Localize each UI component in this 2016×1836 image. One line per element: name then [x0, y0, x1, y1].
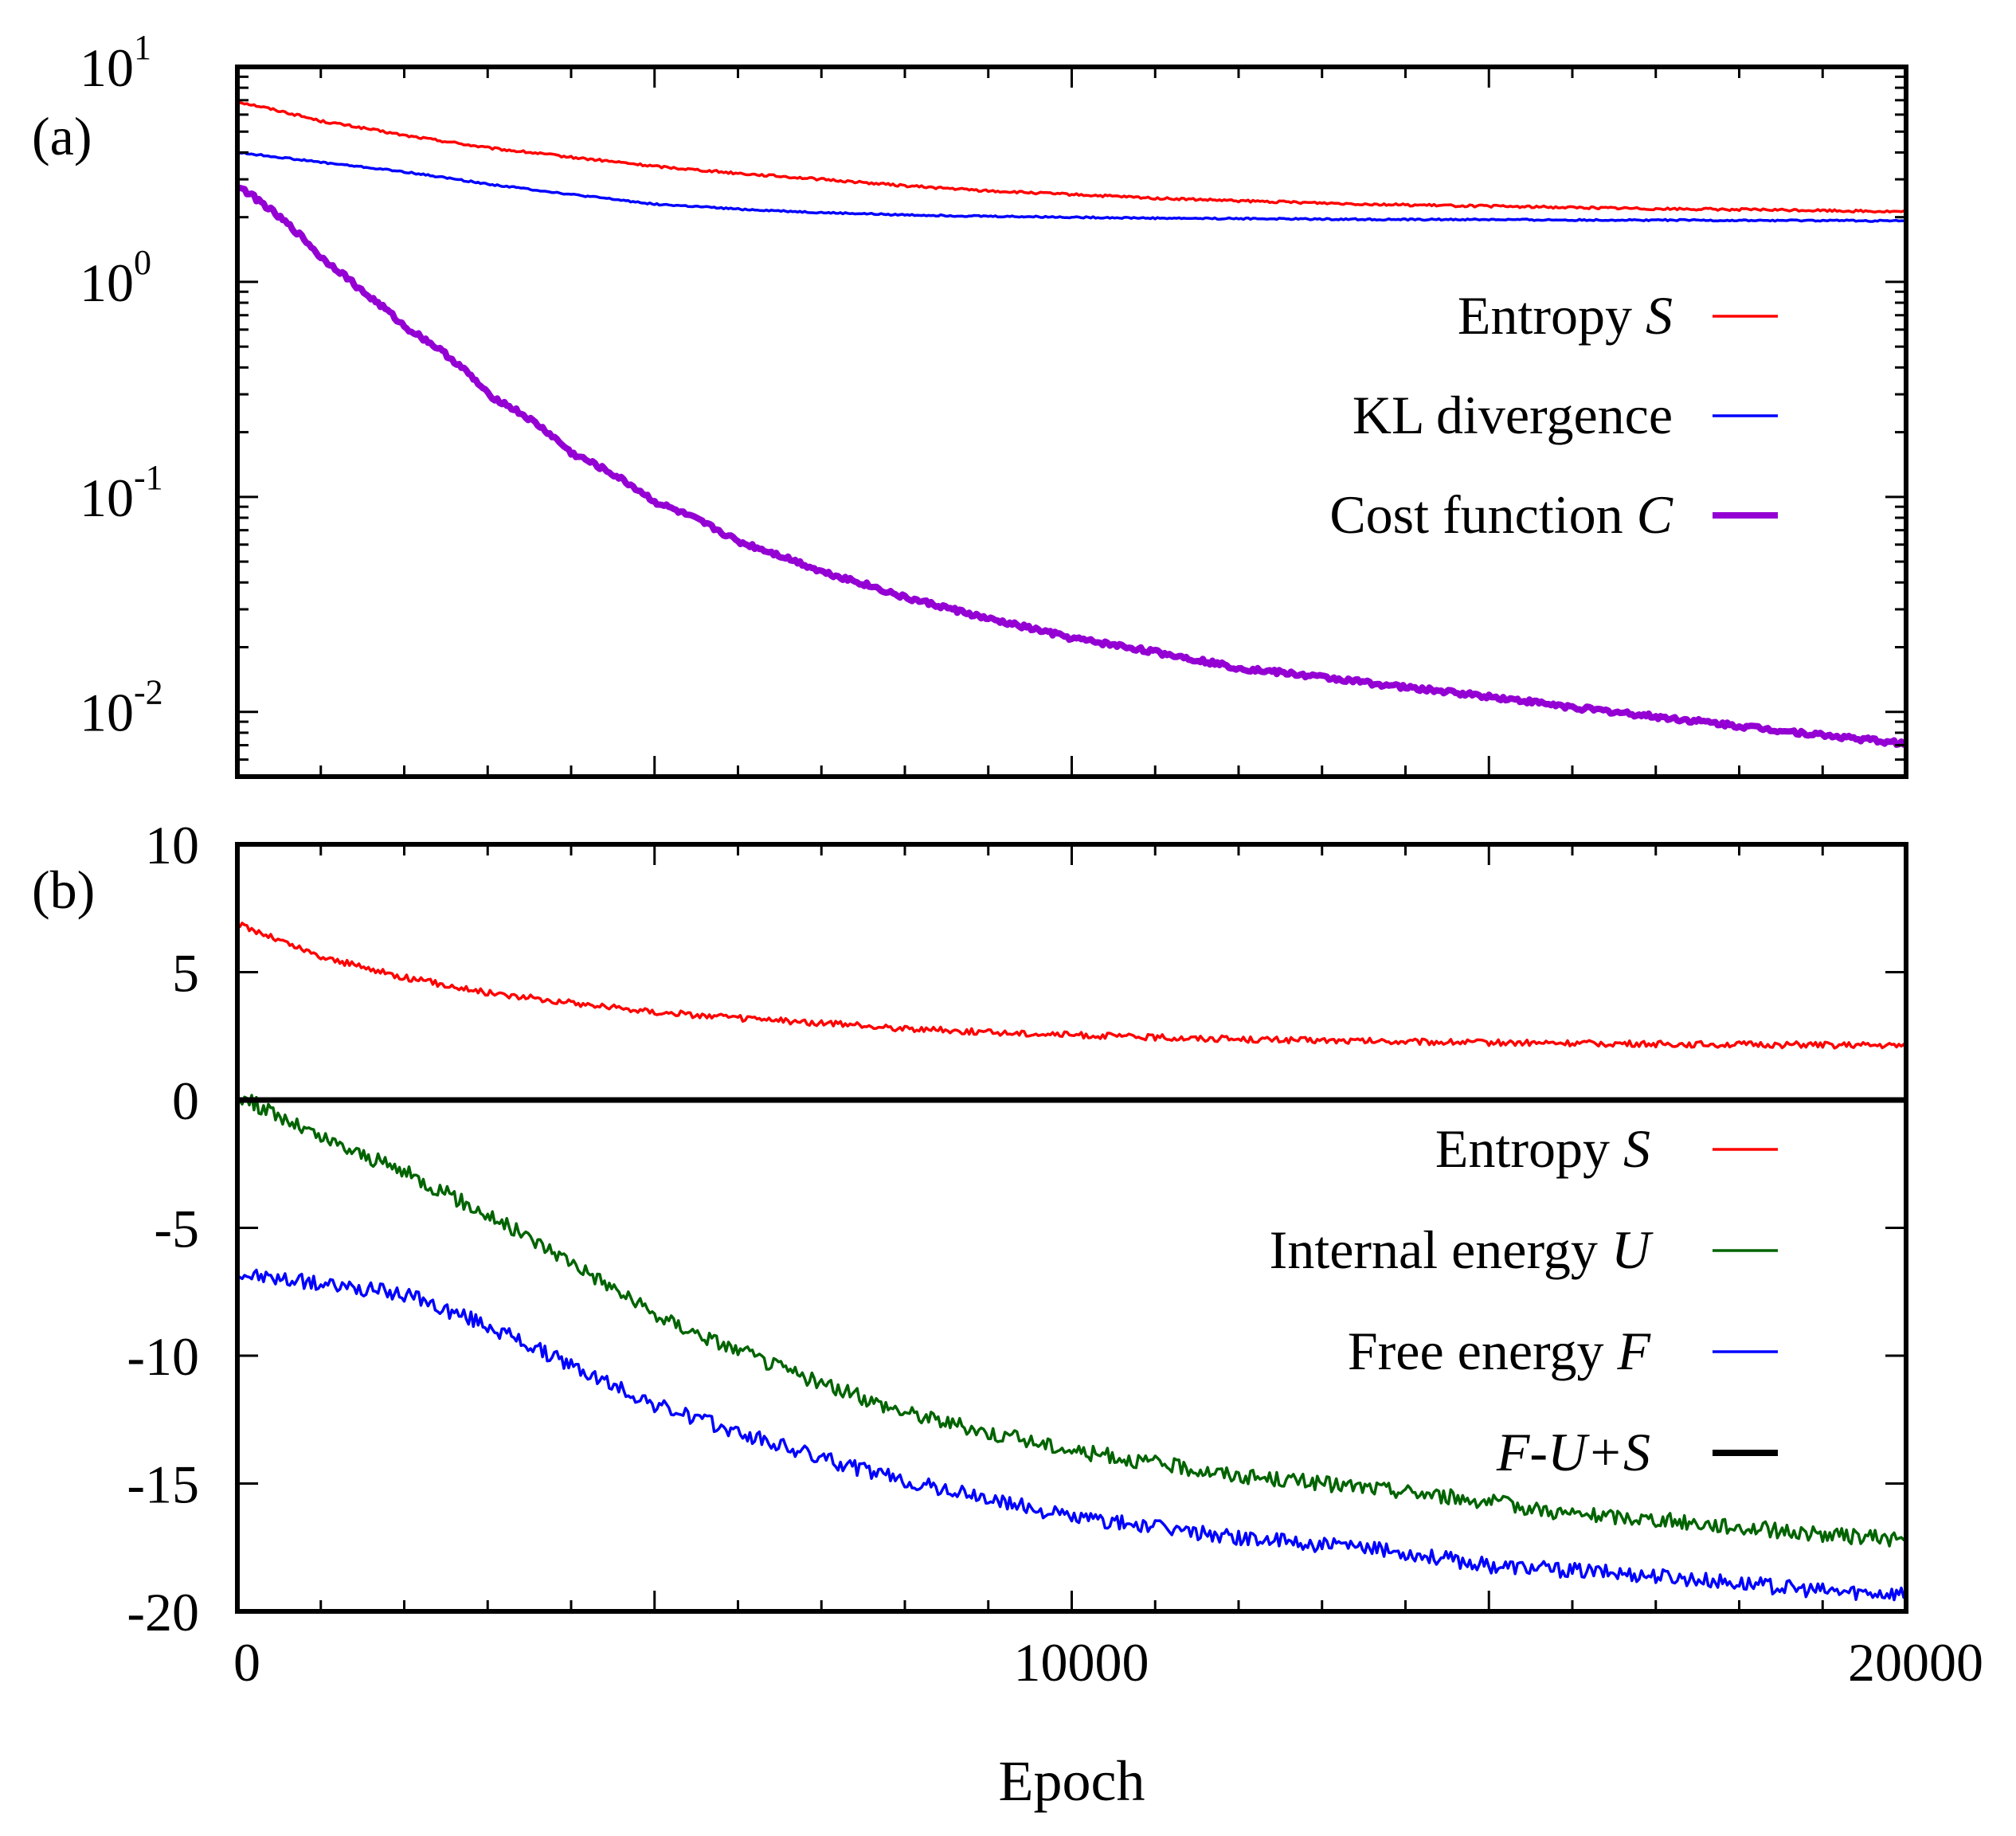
y-tick-label: 10	[145, 815, 199, 875]
series-internal-energy	[236, 1094, 1908, 1548]
legend-symbol: C	[1637, 484, 1673, 545]
legend-label: Internal energy U	[1270, 1219, 1654, 1280]
legend-text: KL divergence	[1352, 385, 1673, 445]
x-tick-label: 10000	[1014, 1632, 1149, 1693]
legend-symbol: F-U+S	[1496, 1422, 1650, 1482]
tick-base: 10	[80, 252, 134, 313]
y-tick-label: -15	[127, 1454, 199, 1515]
legend-text: Entropy	[1458, 285, 1646, 346]
x-tick-label: 0	[233, 1632, 260, 1693]
legend-symbol: U	[1611, 1219, 1654, 1280]
panel-label: (b)	[32, 859, 95, 920]
legend-label: Entropy S	[1458, 285, 1673, 346]
legend-symbol: S	[1623, 1118, 1650, 1179]
legend-label: Entropy S	[1435, 1118, 1650, 1179]
y-tick-label: 10-2	[80, 673, 163, 743]
legend-symbol: S	[1646, 285, 1673, 346]
y-tick-label: 0	[172, 1071, 199, 1131]
tick-exponent: -1	[134, 458, 163, 497]
series-entropy	[237, 100, 1907, 214]
tick-exponent: -2	[134, 673, 163, 712]
legend-label: Cost function C	[1329, 484, 1673, 545]
legend-label: KL divergence	[1352, 385, 1673, 445]
series-free-energy	[237, 1268, 1908, 1602]
plot-frame	[235, 842, 1908, 1614]
y-tick-label: 10-1	[80, 458, 163, 528]
legend-label: Free energy F	[1348, 1321, 1652, 1381]
legend-text: Cost function	[1329, 484, 1636, 545]
tick-exponent: 0	[134, 243, 151, 282]
tick-base: 10	[80, 37, 134, 98]
series-entropy	[236, 922, 1908, 1050]
tick-exponent: 1	[134, 28, 151, 67]
tick-base: 10	[80, 468, 134, 528]
y-tick-label: 101	[80, 28, 151, 98]
y-tick-label: -5	[154, 1199, 199, 1259]
legend-label: F-U+S	[1496, 1422, 1650, 1482]
tick-base: 10	[80, 683, 134, 743]
y-tick-label: -10	[127, 1326, 199, 1387]
legend-symbol: F	[1616, 1321, 1651, 1381]
x-tick-label: 20000	[1848, 1632, 1983, 1693]
y-tick-label: -20	[127, 1582, 199, 1642]
legend-text: Entropy	[1435, 1118, 1623, 1179]
panel-b: 10 5 0 -5 -10 -15 -20 0 10000 20000 Epoch (b) Entrop…	[32, 815, 1983, 1813]
legend-text: Free energy	[1348, 1321, 1618, 1381]
y-tick-label: 5	[172, 943, 199, 1004]
x-axis-title: Epoch	[999, 1749, 1145, 1813]
series-kl-divergence	[237, 151, 1907, 223]
series-cost-function	[237, 184, 1907, 748]
legend-text: Internal energy	[1270, 1219, 1611, 1280]
panel-label: (a)	[32, 106, 92, 166]
y-tick-label: 100	[80, 243, 151, 313]
